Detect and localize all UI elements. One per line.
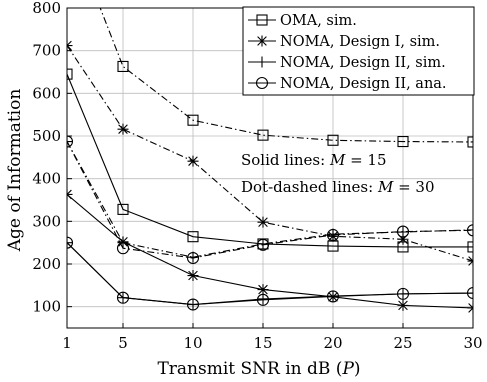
data-point-asterisk (257, 284, 269, 296)
legend-label: OMA, sim. (280, 13, 357, 29)
data-point-circle (186, 298, 200, 311)
data-point-plus (257, 293, 269, 305)
y-tick-label: 800 (32, 0, 61, 17)
legend-marker-square (256, 14, 268, 26)
y-axis-title: Age of Information (5, 89, 25, 253)
x-tick-label: 15 (253, 334, 272, 352)
data-point-asterisk (187, 155, 199, 167)
x-axis-title: Transmit SNR in dB (P) (157, 359, 360, 379)
data-point-square (257, 129, 269, 141)
legend-label: NOMA, Design I, sim. (280, 34, 440, 50)
series-line (67, 242, 473, 306)
x-tick-label: 5 (118, 334, 128, 352)
data-point-asterisk (187, 270, 199, 282)
annotation-text: Dot-dashed lines: M = 30 (241, 178, 435, 196)
legend-marker-plus (256, 56, 268, 68)
annotation-text: Solid lines: M = 15 (241, 151, 387, 169)
data-point-plus (327, 228, 339, 240)
series-square-m30 (99, 8, 473, 148)
legend-item: NOMA, Design II, sim. (248, 55, 446, 71)
y-tick-label: 100 (32, 298, 61, 316)
data-point-square (397, 135, 409, 148)
data-point-plus (67, 237, 73, 249)
legend-marker-circle (255, 76, 269, 90)
x-tick-label: 20 (323, 334, 342, 352)
data-point-square (187, 231, 199, 243)
legend-label: NOMA, Design II, ana. (280, 76, 447, 92)
data-point-circle (186, 251, 200, 265)
y-tick-label: 300 (32, 212, 61, 230)
legend: OMA, sim. NOMA, Design I, sim. NOMA, Desig… (242, 6, 475, 96)
data-point-circle (256, 293, 270, 306)
x-tick-label: 30 (463, 334, 482, 352)
data-point-circle (326, 290, 340, 303)
data-point-circle (67, 135, 74, 148)
data-point-circle (116, 291, 130, 304)
y-tick-label: 600 (32, 84, 61, 102)
data-point-circle (256, 238, 270, 251)
data-point-circle (466, 286, 473, 300)
data-point-circle (116, 242, 130, 255)
x-tick-label: 1 (62, 334, 72, 352)
data-point-asterisk (397, 299, 409, 311)
legend-marker-asterisk (256, 35, 268, 47)
data-point-square (327, 134, 339, 146)
data-point-square (67, 68, 73, 80)
data-point-square (467, 241, 473, 253)
series-line (67, 141, 473, 259)
data-point-square (467, 136, 473, 148)
x-tick-label: 25 (393, 334, 412, 352)
legend-label: NOMA, Design II, sim. (280, 55, 446, 71)
y-tick-label: 700 (32, 42, 61, 60)
y-tick-label: 200 (32, 255, 61, 273)
data-point-square (117, 60, 129, 73)
annotations: Solid lines: M = 15 Dot-dashed lines: M =… (241, 151, 435, 196)
y-tick-label: 400 (32, 170, 61, 188)
data-point-circle (396, 287, 410, 300)
data-point-asterisk (257, 216, 269, 228)
data-point-circle (396, 225, 410, 238)
data-point-square (187, 114, 199, 126)
data-point-asterisk (397, 233, 409, 245)
legend-item: NOMA, Design II, ana. (248, 76, 447, 92)
data-point-square (117, 203, 129, 215)
series-circle-m30 (67, 135, 473, 265)
series-group (67, 8, 473, 314)
legend-item: OMA, sim. (248, 13, 357, 29)
data-point-circle (67, 236, 74, 249)
series-line (99, 8, 473, 143)
legend-box (242, 6, 475, 96)
y-tick-label: 500 (32, 127, 61, 145)
series-asterisk-m15 (67, 188, 473, 314)
data-point-circle (326, 228, 340, 242)
data-point-circle (466, 224, 473, 237)
series-circle-m15 (67, 236, 473, 311)
legend-item: NOMA, Design I, sim. (248, 34, 440, 50)
data-point-plus (67, 136, 73, 148)
x-tick-label: 10 (183, 334, 202, 352)
data-point-asterisk (117, 123, 129, 135)
